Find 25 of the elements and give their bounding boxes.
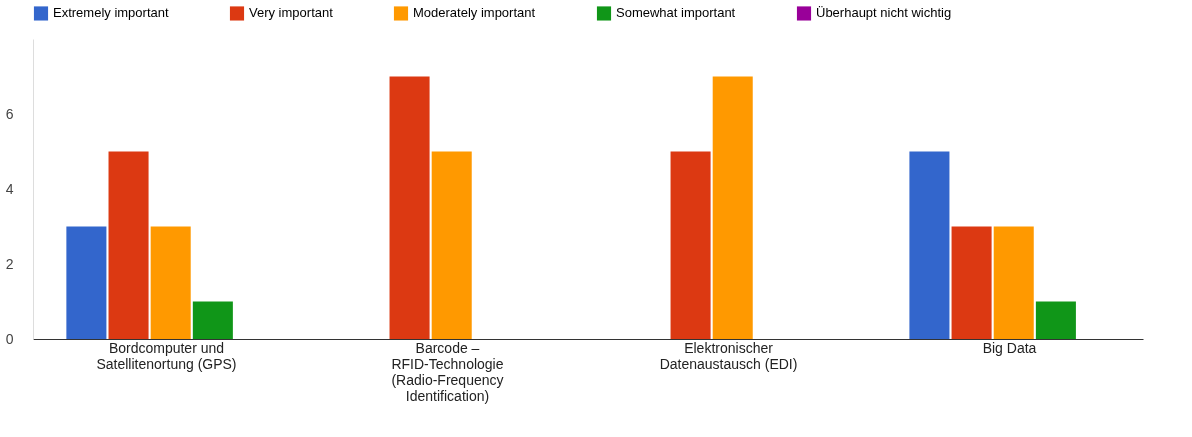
x-tick-label: Bordcomputer und Satellitenortung (GPS) [96,339,237,372]
bar [389,76,430,339]
legend-label: Extremely important [53,5,169,21]
y-tick-label: 0 [5,330,14,347]
legend-label: Moderately important [413,5,536,21]
legend-label: Very important [249,5,334,21]
y-tick-label: 6 [5,105,14,122]
bar [909,151,950,339]
y-tick-label: 4 [5,180,14,197]
bar [951,226,992,339]
x-tick-label: Big Data [982,339,1037,356]
legend-label: Überhaupt nicht wichtig [816,5,952,21]
bar [431,151,472,339]
bar [712,76,753,339]
x-tick-label: Elektronischer Datenaustausch (EDI) [659,339,798,372]
bar [192,301,233,339]
bar [66,226,107,339]
legend-label: Somewhat important [616,5,736,21]
bar [108,151,149,339]
bar [150,226,191,339]
x-tick-label: Barcode – RFID-Technologie (Radio-Frequency Identification) [391,339,504,404]
bar [993,226,1034,339]
y-tick-label: 2 [5,255,14,272]
bar [670,151,711,339]
bar [1035,301,1076,339]
